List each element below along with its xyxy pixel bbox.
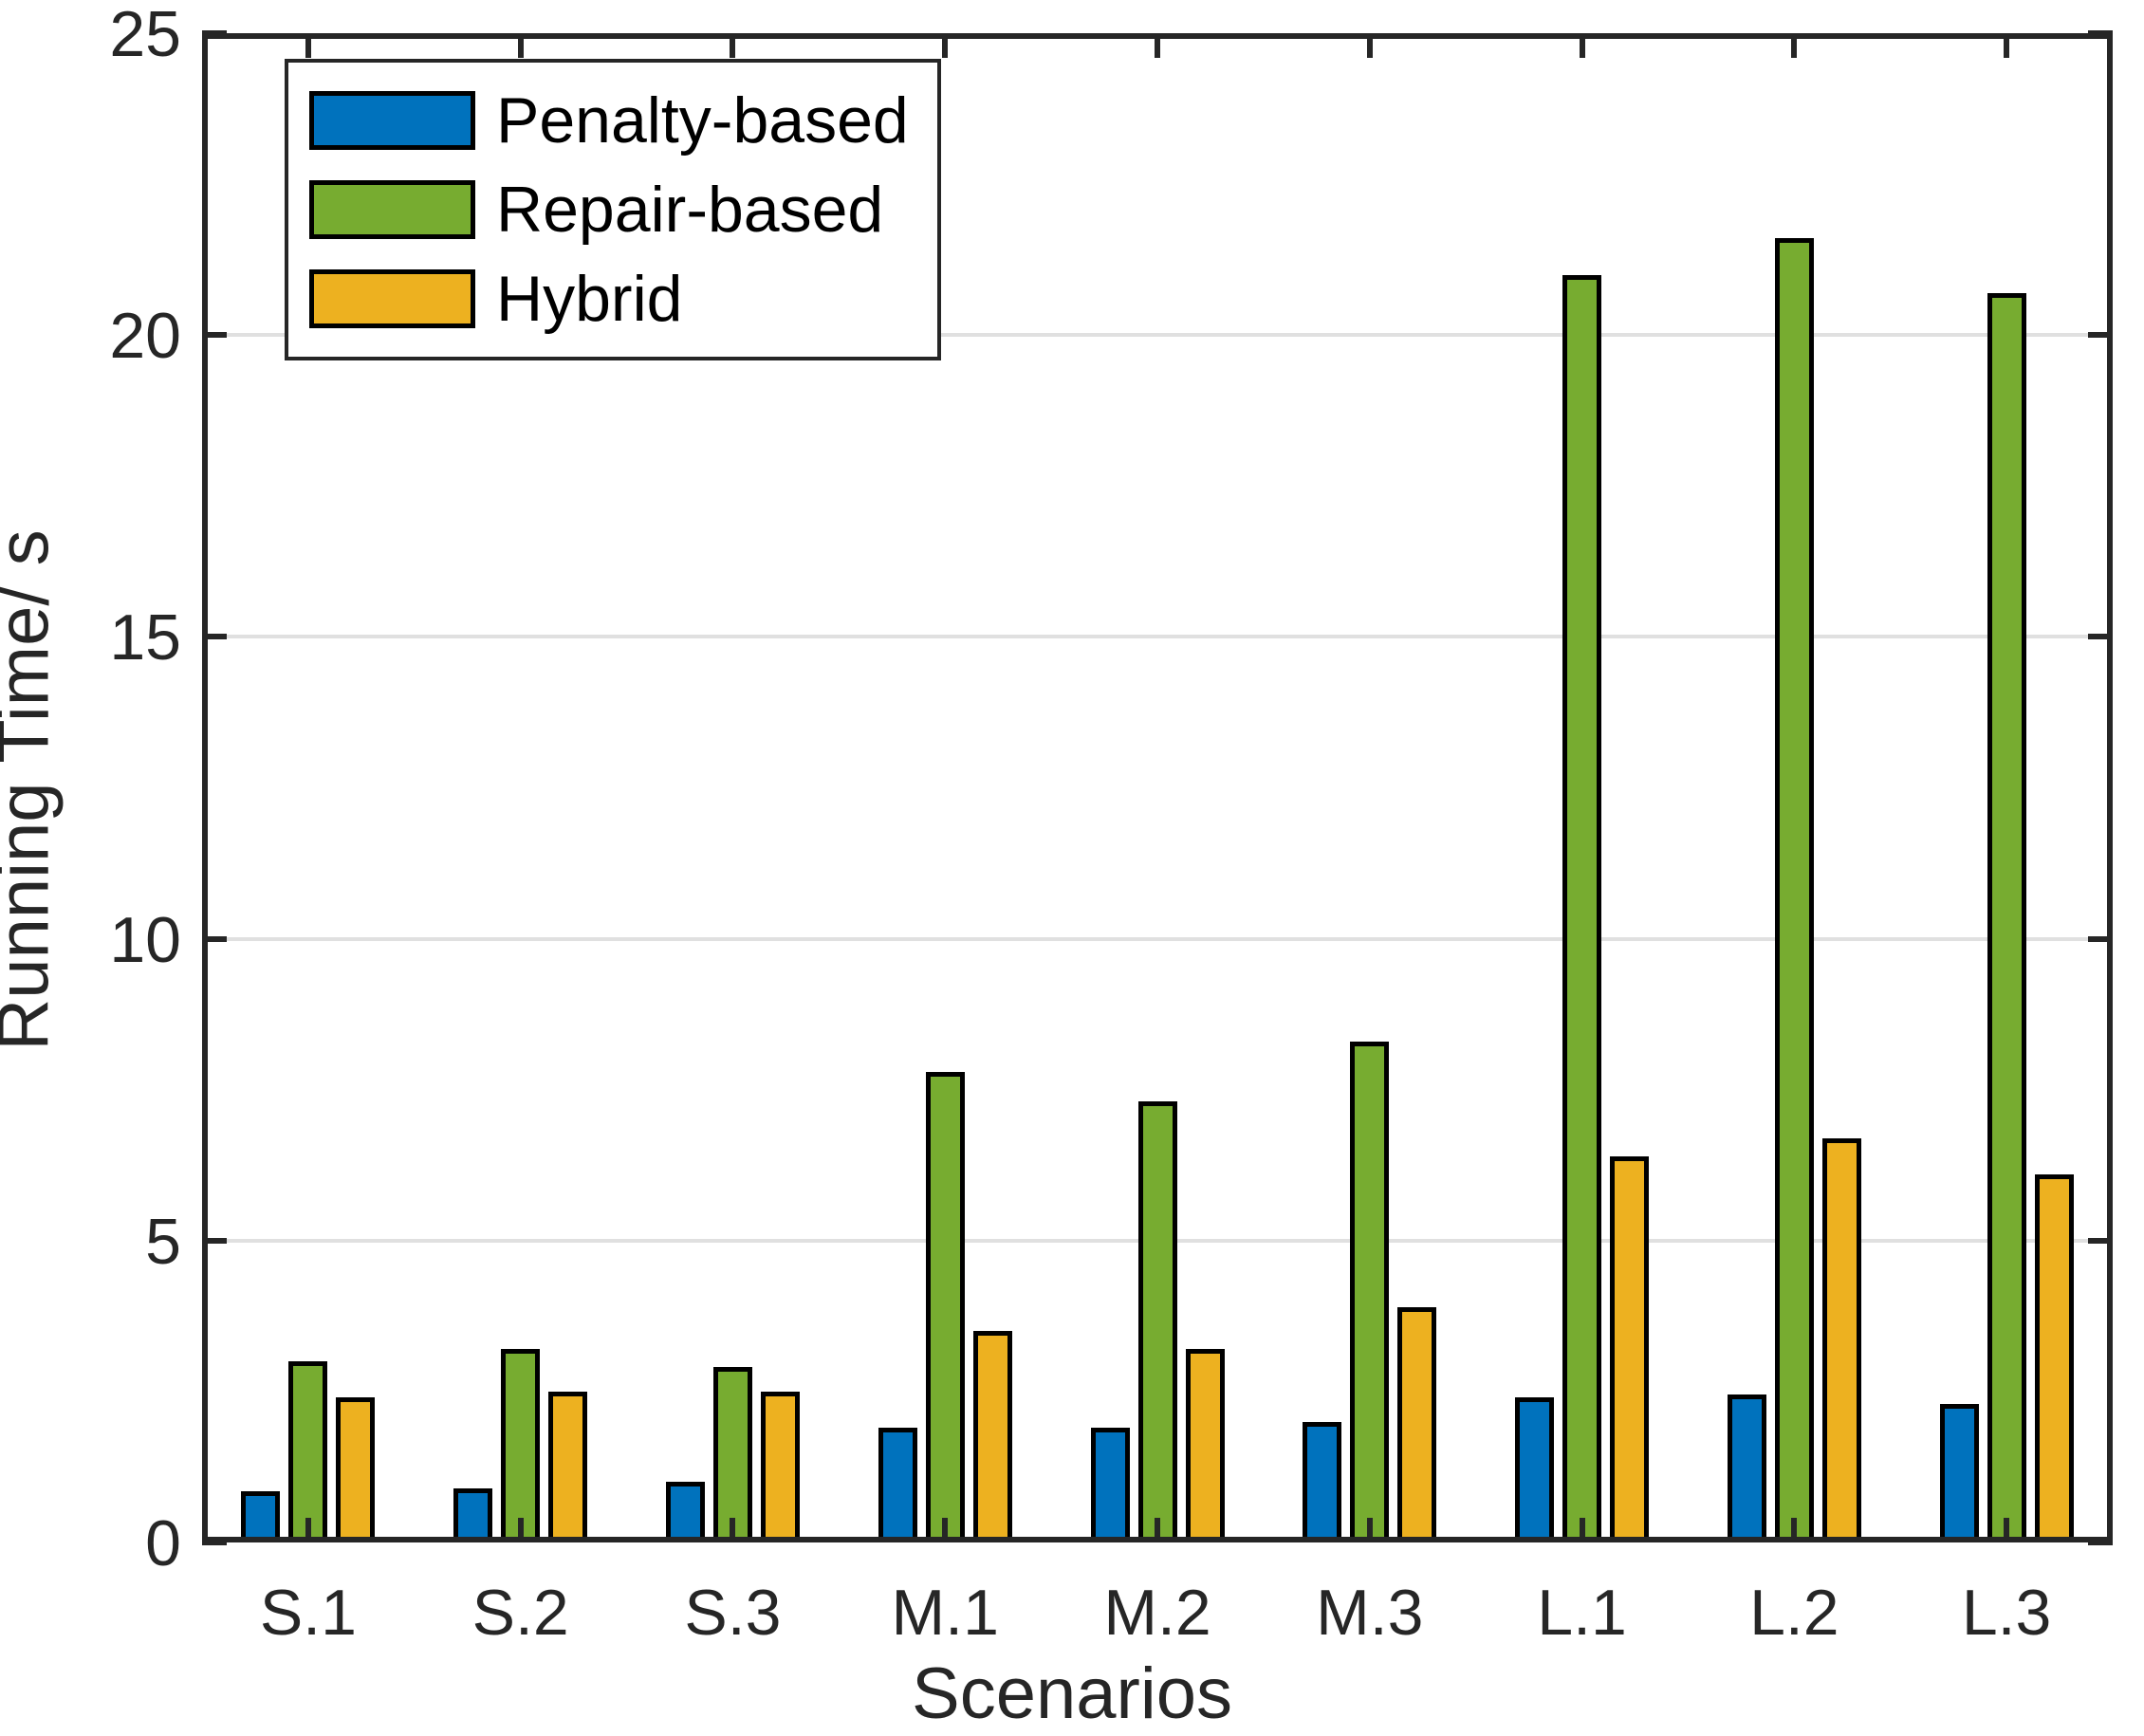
bar-penalty-based-m-2 — [1091, 1428, 1130, 1542]
legend-swatch-repair-based — [309, 180, 475, 239]
bar-hybrid-s-3 — [761, 1392, 800, 1542]
bar-repair-based-l-2 — [1775, 238, 1814, 1542]
legend: Penalty-based Repair-based Hybrid — [285, 59, 941, 360]
bar-hybrid-l-3 — [2035, 1174, 2074, 1542]
y-tick-right-15 — [2088, 634, 2113, 640]
x-tick-bottom-s-2 — [517, 1518, 524, 1542]
legend-entry-repair-based: Repair-based — [309, 173, 909, 247]
bar-hybrid-m-2 — [1186, 1349, 1225, 1542]
x-tick-label-m-2: M.2 — [1103, 1577, 1211, 1649]
y-tick-right-20 — [2088, 332, 2113, 339]
x-tick-bottom-l-1 — [1579, 1518, 1585, 1542]
x-tick-bottom-l-2 — [1791, 1518, 1798, 1542]
bar-repair-based-m-1 — [926, 1072, 965, 1542]
x-tick-bottom-m-2 — [1155, 1518, 1160, 1542]
bar-repair-based-m-3 — [1350, 1042, 1389, 1542]
y-tick-label-10: 10 — [109, 903, 181, 976]
x-tick-label-s-3: S.3 — [684, 1577, 782, 1649]
y-tick-left-10 — [202, 935, 227, 942]
bar-penalty-based-m-3 — [1303, 1422, 1341, 1542]
x-tick-label-s-1: S.1 — [259, 1577, 357, 1649]
x-tick-label-m-3: M.3 — [1316, 1577, 1424, 1649]
y-tick-right-5 — [2088, 1237, 2113, 1244]
x-tick-top-s-3 — [730, 33, 736, 58]
x-tick-top-m-3 — [1366, 33, 1373, 58]
legend-swatch-hybrid — [309, 269, 475, 328]
bar-penalty-based-s-2 — [453, 1488, 492, 1542]
bar-repair-based-l-3 — [1987, 293, 2026, 1542]
bar-hybrid-l-2 — [1822, 1138, 1861, 1542]
bar-penalty-based-l-3 — [1940, 1404, 1979, 1542]
bar-repair-based-s-1 — [288, 1361, 327, 1542]
bar-hybrid-s-1 — [336, 1397, 375, 1542]
y-tick-label-25: 25 — [109, 0, 181, 70]
legend-label-penalty-based: Penalty-based — [496, 84, 909, 157]
bar-penalty-based-l-2 — [1728, 1394, 1766, 1542]
x-tick-bottom-s-3 — [730, 1518, 736, 1542]
y-axis-label: Running Time/ s — [0, 529, 65, 1051]
bar-penalty-based-m-1 — [878, 1428, 917, 1542]
x-tick-bottom-m-3 — [1366, 1518, 1373, 1542]
y-tick-label-5: 5 — [145, 1205, 181, 1278]
y-tick-right-10 — [2088, 935, 2113, 942]
legend-swatch-penalty-based — [309, 91, 475, 150]
legend-entry-hybrid: Hybrid — [309, 262, 909, 336]
gridline-y10 — [202, 936, 2113, 941]
gridline-y20 — [202, 333, 2113, 338]
legend-label-repair-based: Repair-based — [496, 174, 884, 246]
y-tick-right-0 — [2088, 1540, 2113, 1545]
x-tick-bottom-l-3 — [2004, 1518, 2010, 1542]
y-tick-left-0 — [202, 1540, 227, 1545]
bar-repair-based-m-2 — [1138, 1101, 1177, 1542]
x-tick-top-m-1 — [942, 33, 949, 58]
x-tick-label-l-1: L.1 — [1537, 1577, 1627, 1649]
y-tick-left-20 — [202, 332, 227, 339]
x-tick-bottom-m-1 — [942, 1518, 949, 1542]
y-tick-left-15 — [202, 634, 227, 640]
bar-penalty-based-l-1 — [1515, 1397, 1554, 1542]
x-tick-top-s-2 — [517, 33, 524, 58]
y-tick-right-25 — [2088, 30, 2113, 36]
x-tick-label-s-2: S.2 — [471, 1577, 569, 1649]
y-tick-label-0: 0 — [145, 1507, 181, 1579]
bar-repair-based-l-1 — [1562, 275, 1601, 1542]
bar-hybrid-l-1 — [1610, 1156, 1649, 1542]
y-tick-left-5 — [202, 1237, 227, 1244]
y-tick-label-20: 20 — [109, 300, 181, 373]
x-tick-label-l-2: L.2 — [1749, 1577, 1839, 1649]
legend-entry-penalty-based: Penalty-based — [309, 83, 909, 157]
bar-penalty-based-s-1 — [241, 1491, 280, 1542]
x-tick-top-l-2 — [1791, 33, 1798, 58]
x-tick-label-m-1: M.1 — [891, 1577, 999, 1649]
y-tick-left-25 — [202, 30, 227, 36]
gridline-y15 — [202, 635, 2113, 639]
bar-hybrid-s-2 — [548, 1392, 587, 1542]
bar-repair-based-s-2 — [501, 1349, 540, 1542]
x-tick-bottom-s-1 — [305, 1518, 311, 1542]
x-tick-top-m-2 — [1155, 33, 1160, 58]
x-tick-label-l-3: L.3 — [1961, 1577, 2052, 1649]
legend-label-hybrid: Hybrid — [496, 263, 683, 335]
bar-penalty-based-s-3 — [666, 1482, 705, 1542]
x-tick-top-s-1 — [305, 33, 311, 58]
bar-hybrid-m-1 — [973, 1331, 1012, 1542]
x-tick-top-l-1 — [1579, 33, 1585, 58]
bar-hybrid-m-3 — [1397, 1307, 1436, 1542]
y-tick-label-15: 15 — [109, 601, 181, 674]
bar-repair-based-s-3 — [713, 1367, 752, 1542]
x-tick-top-l-3 — [2004, 33, 2010, 58]
x-axis-label: Scenarios — [912, 1653, 1232, 1734]
